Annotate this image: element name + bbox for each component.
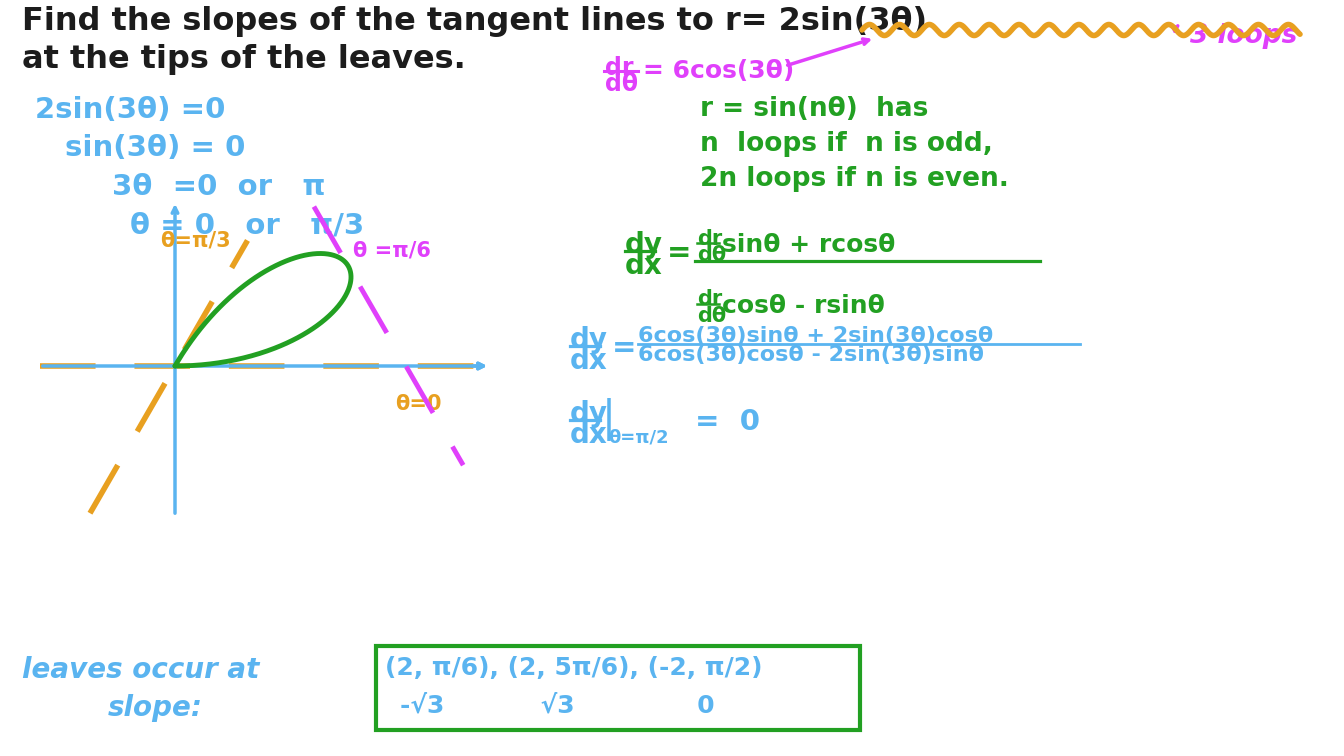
Text: θ=π/2: θ=π/2 [607,428,668,446]
Text: 3θ  =0  or   π: 3θ =0 or π [112,173,325,201]
Text: 6cos(3θ)cosθ - 2sin(3θ)sinθ: 6cos(3θ)cosθ - 2sin(3θ)sinθ [638,345,984,365]
Text: |: | [602,398,616,441]
Text: dx: dx [570,421,607,449]
Text: (2, π/6), (2, 5π/6), (-2, π/2): (2, π/6), (2, 5π/6), (-2, π/2) [384,656,762,680]
Text: 2sin(3θ) =0: 2sin(3θ) =0 [35,96,226,124]
Text: 2n loops if n is even.: 2n loops if n is even. [700,166,1009,192]
Text: dx: dx [570,347,607,375]
Text: n  loops if  n is odd,: n loops if n is odd, [700,131,993,157]
Text: dx: dx [625,252,663,280]
Text: θ=π/3: θ=π/3 [160,231,231,251]
Text: θ = 0   or   π/3: θ = 0 or π/3 [130,211,364,239]
Text: =: = [612,334,637,362]
Text: 3 loops: 3 loops [1189,23,1297,49]
Text: dθ: dθ [605,72,638,96]
Text: dr: dr [698,289,722,309]
Text: leaves occur at: leaves occur at [22,656,259,684]
Text: dθ: dθ [698,245,726,265]
Text: at the tips of the leaves.: at the tips of the leaves. [22,44,466,75]
Text: θ =π/6: θ =π/6 [353,241,431,261]
Text: = 6cos(3θ): = 6cos(3θ) [642,59,794,83]
Text: sin(3θ) = 0: sin(3θ) = 0 [65,134,246,162]
Text: slope:: slope: [108,694,203,722]
Text: dy: dy [625,231,663,259]
Text: -√3           √3              0: -√3 √3 0 [401,694,715,718]
Text: dy: dy [570,326,607,354]
Text: θ=0: θ=0 [395,394,441,414]
Text: Find the slopes of the tangent lines to r= 2sin(3θ): Find the slopes of the tangent lines to … [22,6,927,37]
Text: dr: dr [698,229,722,249]
Text: =  0: = 0 [695,408,759,436]
Text: sinθ + rcosθ: sinθ + rcosθ [722,233,895,257]
Text: r = sin(nθ)  has: r = sin(nθ) has [700,96,929,122]
Text: cosθ - rsinθ: cosθ - rsinθ [722,294,884,318]
Text: 6cos(3θ)sinθ + 2sin(3θ)cosθ: 6cos(3θ)sinθ + 2sin(3θ)cosθ [638,326,993,346]
Text: dr: dr [605,56,633,80]
Text: =: = [667,239,692,267]
Text: dy: dy [570,400,607,428]
Text: dθ: dθ [698,306,726,326]
